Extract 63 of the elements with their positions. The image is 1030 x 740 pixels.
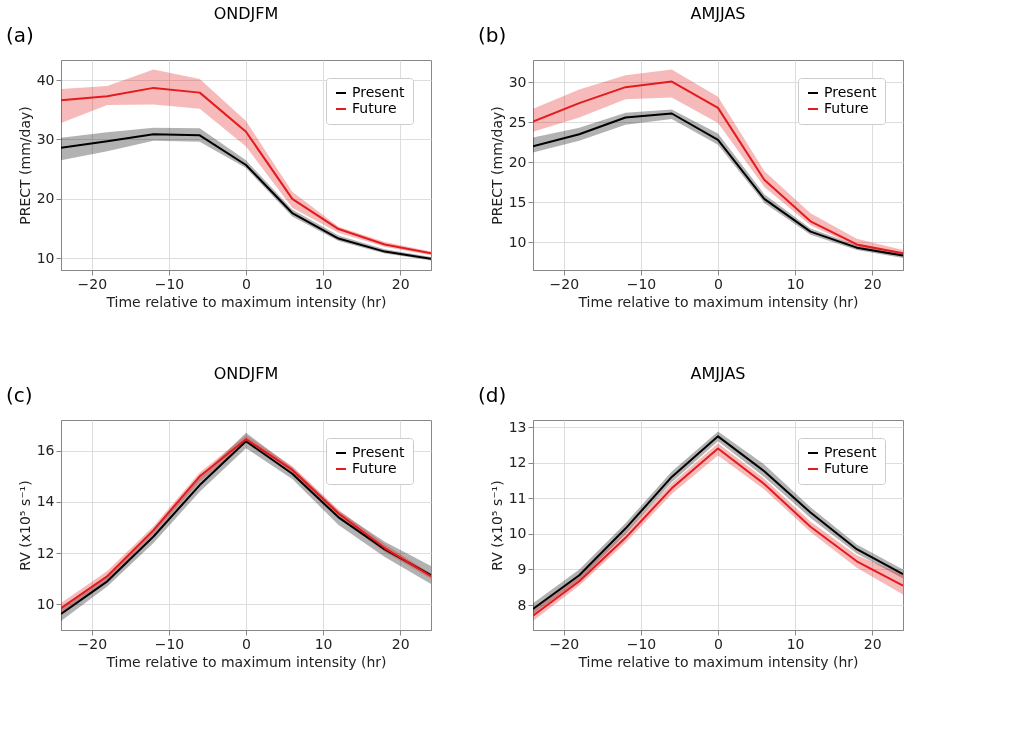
y-axis-title: RV (x10⁵ s⁻¹) — [16, 480, 33, 571]
y-tick-label: 25 — [508, 113, 527, 130]
y-tick-label: 14 — [36, 493, 55, 510]
y-tick-label: 10 — [508, 233, 527, 250]
y-axis-title: PRECT (mm/day) — [488, 106, 505, 225]
y-tick-label: 10 — [36, 249, 55, 266]
legend-label: Future — [352, 460, 397, 476]
chart-title: AMJJAS — [690, 4, 746, 23]
chart-title: AMJJAS — [690, 364, 746, 383]
x-tick-label: −20 — [77, 275, 108, 292]
y-tick-label: 30 — [36, 130, 55, 147]
x-tick-label: 20 — [863, 635, 882, 652]
x-axis-title: Time relative to maximum intensity (hr) — [577, 293, 859, 310]
x-tick-label: −10 — [154, 275, 185, 292]
x-tick-label: −10 — [626, 635, 657, 652]
x-tick-label: −10 — [154, 635, 185, 652]
y-tick-label: 9 — [517, 560, 527, 577]
x-tick-label: 0 — [714, 275, 723, 292]
y-tick-label: 12 — [36, 544, 55, 561]
legend-label: Future — [824, 100, 869, 116]
x-tick-label: 10 — [786, 275, 805, 292]
text: (a) — [6, 23, 34, 47]
x-tick-label: −20 — [549, 635, 580, 652]
legend-label: Future — [352, 100, 397, 116]
legend-label: Present — [352, 444, 406, 460]
chart-title: ONDJFM — [213, 364, 279, 383]
y-tick-label: 8 — [517, 596, 527, 613]
x-tick-label: −20 — [77, 635, 108, 652]
x-tick-label: 10 — [314, 275, 333, 292]
y-tick-label: 40 — [36, 71, 55, 88]
x-axis-title: Time relative to maximum intensity (hr) — [105, 653, 387, 670]
x-tick-label: 10 — [314, 635, 333, 652]
y-tick-label: 10 — [508, 525, 527, 542]
y-tick-label: 13 — [508, 418, 527, 435]
x-tick-label: 20 — [391, 635, 410, 652]
y-tick-label: 12 — [508, 454, 527, 471]
text: (d) — [478, 383, 507, 407]
y-tick-label: 30 — [508, 73, 527, 90]
y-tick-label: 15 — [508, 193, 527, 210]
legend-label: Present — [824, 84, 878, 100]
x-axis-title: Time relative to maximum intensity (hr) — [577, 653, 859, 670]
chart-title: ONDJFM — [213, 4, 279, 23]
x-tick-label: 20 — [391, 275, 410, 292]
text: (b) — [478, 23, 507, 47]
legend-label: Future — [824, 460, 869, 476]
text: (c) — [6, 383, 33, 407]
x-tick-label: 0 — [242, 635, 251, 652]
x-tick-label: 0 — [714, 635, 723, 652]
x-tick-label: 0 — [242, 275, 251, 292]
legend-label: Present — [824, 444, 878, 460]
y-axis-title: PRECT (mm/day) — [16, 106, 33, 225]
y-tick-label: 20 — [508, 153, 527, 170]
y-tick-label: 11 — [508, 489, 527, 506]
legend-label: Present — [352, 84, 406, 100]
y-tick-label: 20 — [36, 190, 55, 207]
x-tick-label: −20 — [549, 275, 580, 292]
y-axis-title: RV (x10⁵ s⁻¹) — [488, 480, 505, 571]
x-tick-label: 10 — [786, 635, 805, 652]
y-tick-label: 10 — [36, 595, 55, 612]
x-axis-title: Time relative to maximum intensity (hr) — [105, 293, 387, 310]
x-tick-label: 20 — [863, 275, 882, 292]
y-tick-label: 16 — [36, 442, 55, 459]
x-tick-label: −10 — [626, 275, 657, 292]
